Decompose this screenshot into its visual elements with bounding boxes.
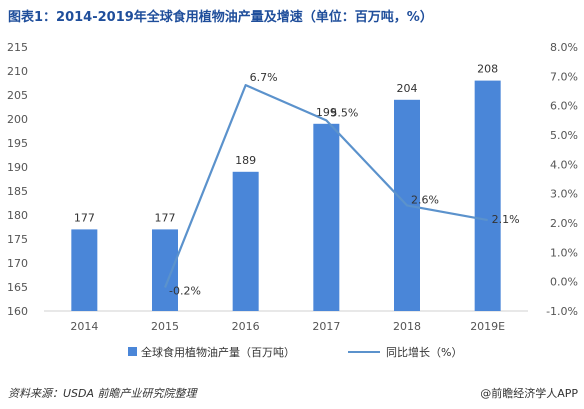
- growth-value-label: -0.2%: [169, 285, 201, 298]
- bar-value-label: 204: [397, 82, 418, 95]
- bar: [71, 229, 98, 311]
- bar: [232, 171, 259, 311]
- bar-value-labels: 177 177 189 199 204 208: [74, 63, 498, 225]
- bar-value-label: 177: [155, 211, 176, 224]
- right-tick-label: 6.0%: [550, 100, 578, 113]
- bar-value-label: 208: [477, 63, 498, 76]
- right-tick-label: 4.0%: [550, 158, 578, 171]
- left-tick-label: 180: [7, 209, 28, 222]
- growth-line-series: [163, 84, 488, 288]
- bar: [313, 123, 340, 311]
- right-tick-label: 5.0%: [550, 129, 578, 142]
- right-tick-label: 7.0%: [550, 70, 578, 83]
- left-tick-label: 185: [7, 185, 28, 198]
- growth-value-labels: -0.2% 6.7% 5.5% 2.6% 2.1%: [169, 71, 520, 297]
- left-tick-label: 160: [7, 305, 28, 318]
- growth-value-label: 5.5%: [330, 106, 358, 119]
- x-tick-label: 2019E: [470, 320, 505, 333]
- bar-series: [71, 80, 501, 311]
- right-axis-ticks: -1.0% 0.0% 1.0% 2.0% 3.0% 4.0% 5.0% 6.0% 7.0% 8.0…: [546, 41, 578, 318]
- left-axis-ticks: 160 165 170 175 180 185 190 195 200 205 210 215: [7, 41, 28, 318]
- growth-value-label: 2.6%: [411, 193, 439, 206]
- legend-bar-label: 全球食用植物油产量（百万吨）: [141, 345, 295, 359]
- bar: [474, 80, 501, 311]
- bar: [152, 229, 178, 311]
- left-tick-label: 205: [7, 89, 28, 102]
- left-tick-label: 210: [7, 65, 28, 78]
- bar-value-label: 177: [74, 211, 95, 224]
- growth-value-label: 2.1%: [492, 213, 520, 226]
- x-tick-label: 2014: [70, 320, 98, 333]
- left-tick-label: 195: [7, 137, 28, 150]
- source-note: 资料来源：USDA 前瞻产业研究院整理: [8, 387, 197, 400]
- left-tick-label: 215: [7, 41, 28, 54]
- growth-value-label: 6.7%: [250, 71, 278, 84]
- right-tick-label: 0.0%: [550, 276, 578, 289]
- left-tick-label: 165: [7, 281, 28, 294]
- left-tick-label: 200: [7, 113, 28, 126]
- right-tick-label: 3.0%: [550, 188, 578, 201]
- bar-value-label: 199: [316, 106, 337, 119]
- x-tick-label: 2017: [312, 320, 340, 333]
- x-axis-ticks: 2014 2015 2016 2017 2018 2019E: [70, 320, 505, 333]
- credit-watermark: @前瞻经济学人APP: [480, 387, 578, 400]
- left-tick-label: 170: [7, 257, 28, 270]
- right-tick-label: -1.0%: [546, 305, 578, 318]
- left-tick-label: 190: [7, 161, 28, 174]
- x-tick-label: 2015: [151, 320, 179, 333]
- legend-bar-swatch: [128, 347, 137, 356]
- right-tick-label: 8.0%: [550, 41, 578, 54]
- x-tick-label: 2018: [393, 320, 421, 333]
- bar-value-label: 189: [235, 154, 256, 167]
- chart-title: 图表1：2014-2019年全球食用植物油产量及增速（单位：百万吨，%）: [8, 10, 433, 25]
- x-tick-label: 2016: [232, 320, 260, 333]
- right-tick-label: 1.0%: [550, 246, 578, 259]
- left-tick-label: 175: [7, 233, 28, 246]
- right-tick-label: 2.0%: [550, 217, 578, 230]
- legend: 全球食用植物油产量（百万吨） 同比增长（%）: [128, 345, 462, 359]
- legend-line-label: 同比增长（%）: [386, 345, 462, 359]
